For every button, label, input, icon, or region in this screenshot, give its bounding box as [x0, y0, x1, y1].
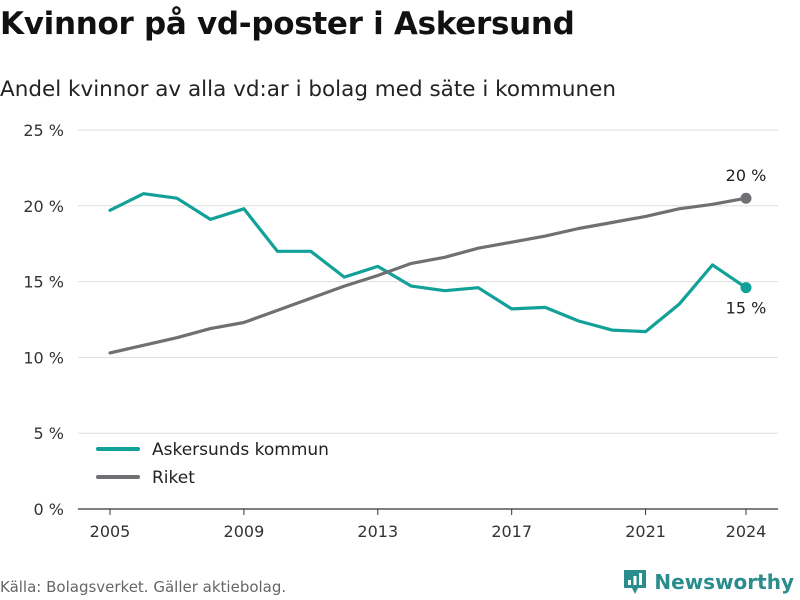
- brand-logo: Newsworthy: [622, 568, 794, 596]
- y-tick-label: 15 %: [23, 273, 64, 292]
- legend-label: Riket: [152, 468, 195, 488]
- x-tick-label: 2017: [491, 522, 532, 541]
- series-lines: [108, 192, 748, 355]
- x-tick-label: 2024: [726, 522, 767, 541]
- x-axis-ticks: 2005 2009 2013 2017 2021 2024: [90, 509, 767, 541]
- end-markers: 15 % 20 %: [726, 166, 767, 317]
- series-line: [108, 196, 748, 355]
- y-tick-label: 10 %: [23, 348, 64, 367]
- source-note: Källa: Bolagsverket. Gäller aktiebolag.: [0, 578, 287, 596]
- x-tick-label: 2021: [625, 522, 666, 541]
- y-tick-label: 5 %: [34, 424, 64, 443]
- end-point-marker: [740, 282, 752, 294]
- x-tick-label: 2013: [357, 522, 398, 541]
- x-tick-label: 2009: [224, 522, 265, 541]
- series-line: [108, 192, 748, 334]
- end-value-label: 20 %: [726, 166, 767, 185]
- chart-title: Kvinnor på vd-poster i Askersund: [0, 6, 575, 42]
- brand-name: Newsworthy: [654, 570, 794, 594]
- legend-label: Askersunds kommun: [152, 440, 329, 460]
- legend: Askersunds kommun Riket: [96, 440, 329, 488]
- y-tick-label: 25 %: [23, 121, 64, 140]
- y-axis-ticks: 0 % 5 % 10 % 15 % 20 % 25 %: [23, 121, 64, 519]
- end-point-marker: [740, 192, 752, 204]
- grid-lines: [78, 129, 778, 510]
- newsworthy-logo-icon: [624, 570, 647, 594]
- x-tick-label: 2005: [90, 522, 131, 541]
- end-value-label: 15 %: [726, 299, 767, 318]
- chart-subtitle: Andel kvinnor av alla vd:ar i bolag med …: [0, 77, 616, 102]
- y-tick-label: 0 %: [34, 500, 64, 519]
- y-tick-label: 20 %: [23, 197, 64, 216]
